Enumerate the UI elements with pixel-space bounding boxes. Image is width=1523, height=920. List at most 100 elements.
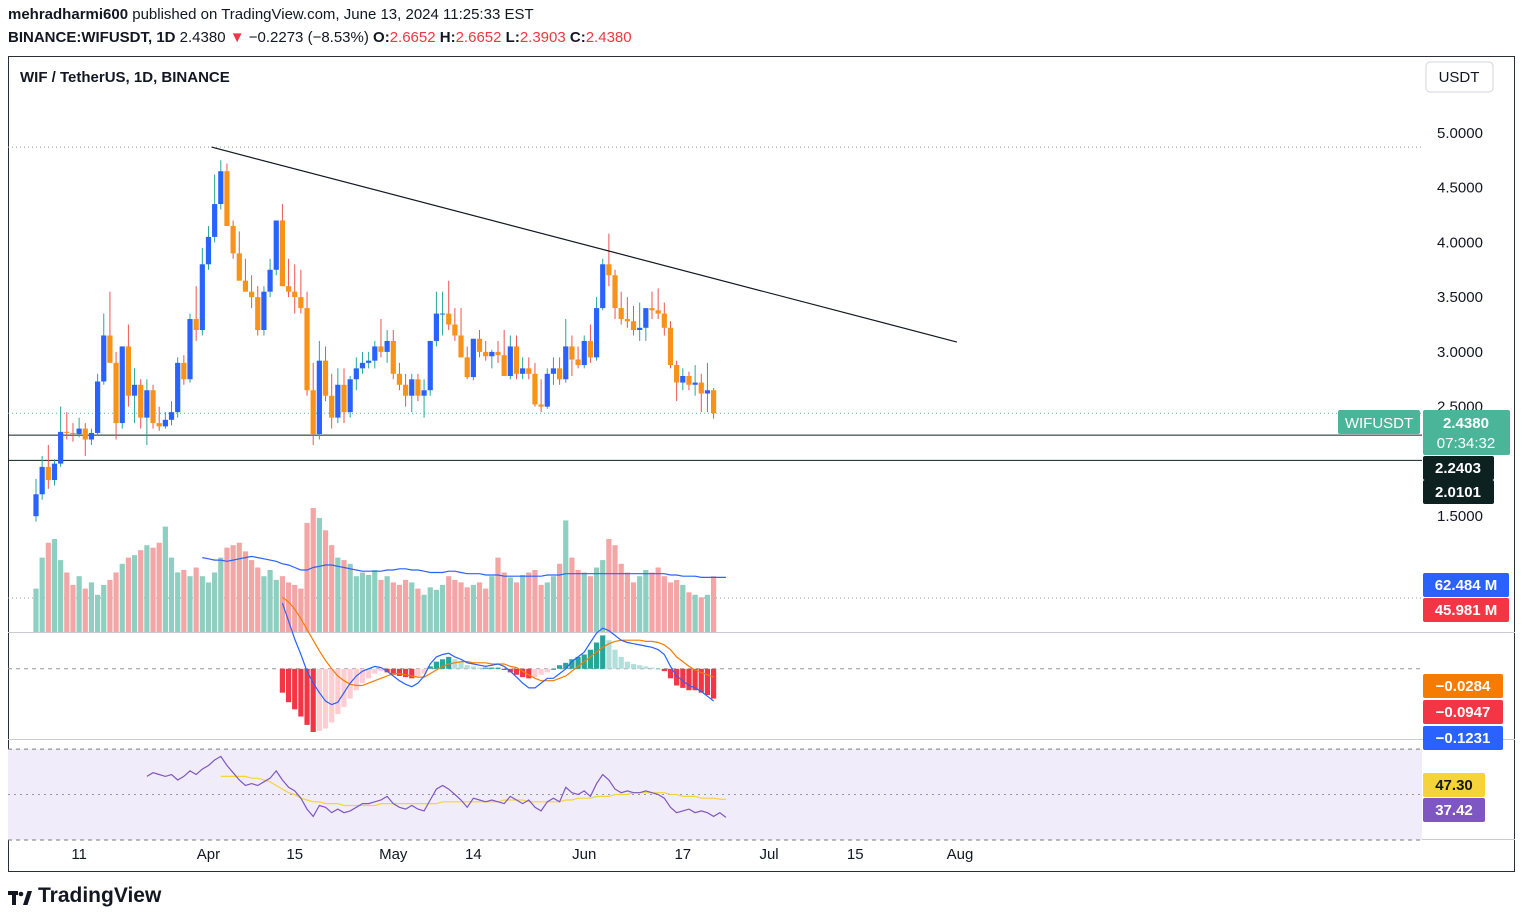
tradingview-logo-icon: [8, 888, 34, 905]
volume-bar: [131, 555, 138, 632]
candle-body: [255, 297, 261, 330]
macd-histogram-bar: [704, 668, 711, 696]
candle-body: [261, 291, 267, 330]
y-tick-label: 3.0000: [1437, 344, 1483, 361]
candle: [125, 324, 131, 407]
candle: [464, 346, 470, 380]
candle-body: [64, 431, 70, 433]
volume-bar: [612, 545, 618, 632]
candle-body: [45, 466, 51, 481]
volume-bar: [495, 557, 501, 632]
macd-histogram-bar: [329, 668, 335, 723]
candle: [476, 330, 483, 358]
volume-bar: [587, 576, 593, 632]
macd-tag-label: −0.0284: [1436, 678, 1491, 695]
candle-body: [58, 431, 64, 464]
macd-histogram-bar: [378, 668, 384, 672]
macd-histogram-bar: [446, 656, 452, 669]
volume-bar: [655, 567, 661, 632]
publisher-name: mehradharmi600: [8, 6, 129, 23]
macd-line: [281, 603, 714, 706]
volume-bar: [125, 557, 131, 632]
volume-bar: [45, 542, 51, 632]
macd-histogram-bar: [495, 667, 501, 669]
volume-bar: [698, 597, 704, 632]
candle: [643, 308, 649, 341]
candle-body: [464, 357, 470, 378]
candle: [242, 258, 249, 292]
candle-body: [119, 346, 125, 424]
volume-bar: [618, 563, 624, 632]
volume-bar: [674, 579, 680, 632]
volume-bar: [458, 582, 464, 632]
candle: [45, 445, 51, 489]
volume-bar: [322, 530, 329, 632]
candle: [513, 335, 520, 380]
macd-histogram-bar: [692, 668, 698, 691]
macd-histogram-bar: [557, 665, 563, 669]
macd-histogram-bar: [624, 661, 630, 669]
macd-histogram-bar: [458, 661, 464, 669]
macd-tag-label: −0.1231: [1436, 730, 1491, 747]
candle: [520, 357, 526, 380]
macd-histogram-bar: [341, 668, 347, 707]
volume-tag: [1423, 598, 1509, 622]
candle: [692, 365, 698, 396]
volume-bar: [489, 576, 495, 632]
volume-bar: [520, 574, 526, 632]
candle: [70, 423, 76, 442]
candle: [661, 302, 667, 336]
candle-body: [39, 466, 45, 495]
candle: [113, 351, 119, 440]
candle-body: [51, 463, 58, 481]
candle: [51, 459, 58, 486]
candle: [581, 335, 587, 369]
macd-histogram-bar: [563, 662, 569, 669]
candle: [439, 291, 446, 336]
candle: [470, 338, 476, 381]
symbol-price-tag-label: WIFUSDT: [1345, 415, 1413, 432]
volume-bar: [593, 567, 600, 632]
macd-histogram-bar: [396, 668, 403, 676]
candle: [359, 351, 366, 374]
candle: [403, 373, 409, 407]
candle-body: [532, 373, 538, 405]
macd-histogram-bar: [292, 668, 298, 710]
countdown-label: 07:34:32: [1437, 435, 1495, 452]
candle: [390, 330, 396, 380]
macd-histogram-bar: [310, 668, 316, 733]
macd-histogram-bar: [674, 668, 680, 686]
macd-histogram-bar: [483, 667, 489, 669]
candle-body: [205, 236, 212, 265]
candle-body: [125, 346, 131, 396]
candle: [230, 220, 236, 259]
macd-histogram-bar: [285, 668, 292, 703]
volume-bar: [630, 582, 637, 632]
macd-histogram-bar: [526, 668, 532, 679]
candle-body: [82, 428, 88, 440]
volume-bar: [446, 576, 452, 632]
macd-histogram-bar: [575, 656, 581, 669]
candle: [292, 264, 298, 314]
volume-bar: [396, 584, 403, 632]
macd-histogram-bar: [322, 668, 329, 729]
candle-body: [569, 346, 575, 360]
volume-bar: [335, 557, 341, 632]
chart-frame[interactable]: [8, 56, 1515, 872]
candle: [329, 373, 335, 429]
candle-body: [378, 346, 384, 352]
candle-body: [630, 321, 637, 330]
volume-bar: [483, 588, 489, 632]
candle-body: [501, 355, 507, 376]
macd-tag-label: −0.0947: [1436, 704, 1491, 721]
x-tick-label: 14: [465, 846, 482, 863]
open-value: 2.6652: [389, 29, 436, 46]
macd-histogram-bar: [298, 668, 304, 717]
last-price: 2.4380: [179, 29, 226, 46]
macd-histogram-bar: [421, 668, 427, 674]
candle-body: [495, 351, 501, 356]
volume-bar: [526, 572, 532, 632]
publish-text: published on TradingView.com, June 13, 2…: [132, 6, 534, 23]
candle-body: [384, 340, 390, 352]
